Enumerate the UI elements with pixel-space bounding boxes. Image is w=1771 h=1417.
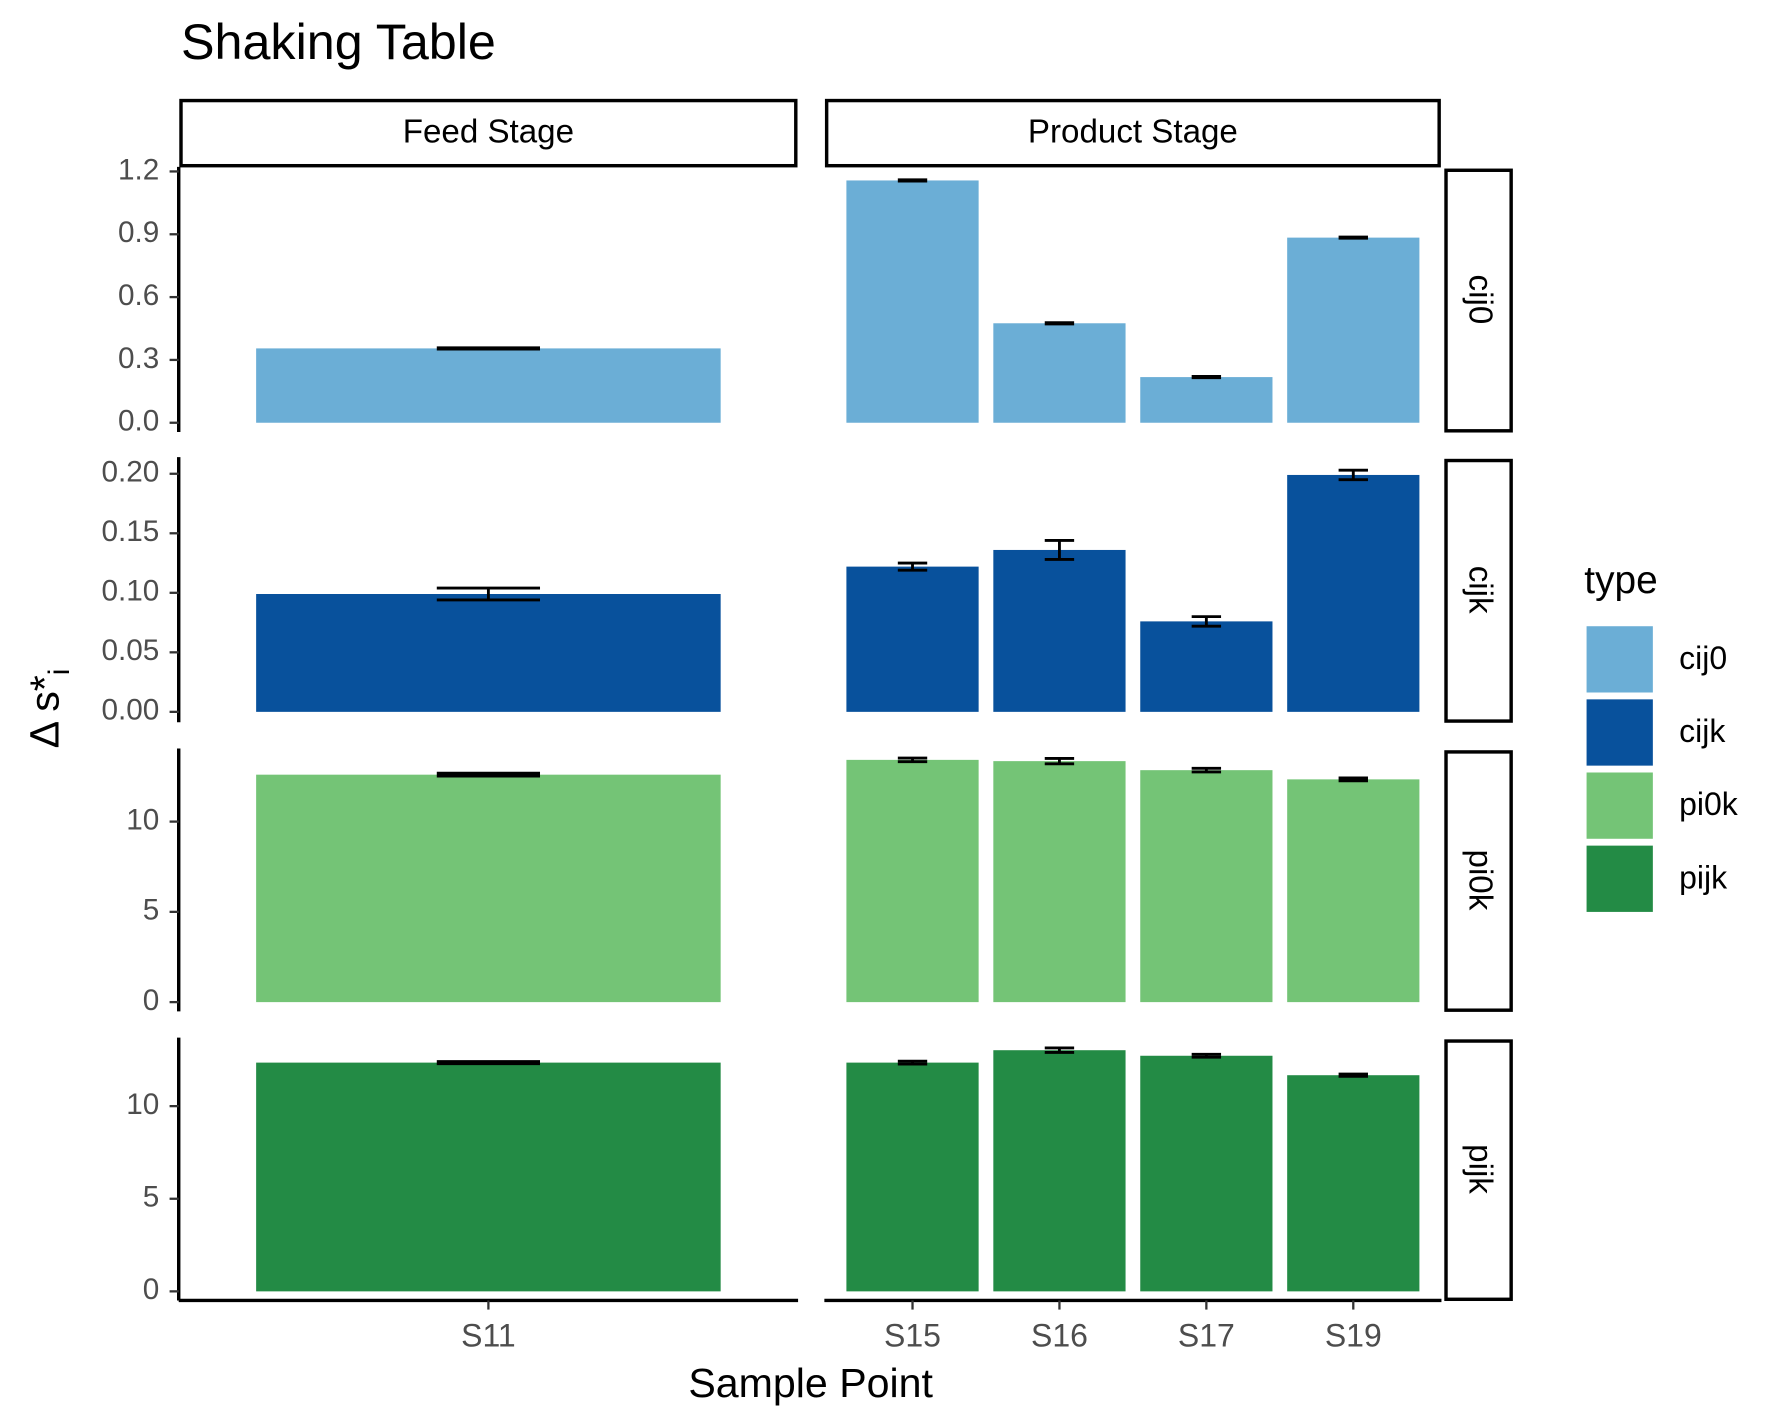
strip-label: Feed Stage	[403, 113, 574, 150]
bar	[256, 594, 721, 712]
x-tick-label: S19	[1325, 1318, 1382, 1354]
y-tick-label: 0.9	[118, 216, 159, 249]
error-bar	[1044, 1046, 1075, 1054]
x-tick-label: S11	[461, 1318, 516, 1354]
error-bar	[1191, 375, 1222, 380]
error-bar	[1044, 756, 1075, 766]
bar	[1140, 621, 1273, 712]
x-tick-label: S17	[1178, 1318, 1235, 1354]
chart-title: Shaking Table	[181, 13, 496, 70]
strip-label: pi0k	[1461, 850, 1498, 911]
error-bar	[1338, 1072, 1368, 1078]
legend-key	[1586, 699, 1653, 766]
y-tick-label: 0.0	[118, 405, 159, 438]
y-axis-title: Δ s*i	[21, 669, 76, 749]
y-tick-label: 0.6	[118, 279, 159, 312]
error-bar	[1191, 1052, 1222, 1059]
bar	[1140, 1055, 1273, 1292]
bar	[1140, 770, 1273, 1003]
error-bar	[1044, 539, 1075, 561]
strip	[1444, 1039, 1513, 1302]
strip-label: pijk	[1461, 1144, 1498, 1194]
legend-key	[1586, 626, 1653, 693]
bar	[1287, 237, 1420, 423]
y-tick-label: 10	[126, 803, 159, 836]
error-bar	[897, 561, 928, 572]
legend-key	[1586, 772, 1653, 839]
bar	[993, 761, 1126, 1003]
error-bar	[1338, 776, 1368, 783]
bar	[993, 323, 1126, 423]
error-bar	[897, 1059, 928, 1066]
bar	[993, 1050, 1126, 1292]
x-tick-label: S15	[884, 1318, 941, 1354]
y-tick-label: 10	[126, 1088, 159, 1121]
y-tick-label: 0.20	[101, 456, 159, 489]
legend-label: cijk	[1679, 713, 1726, 749]
error-bar	[1191, 615, 1222, 628]
bar	[1287, 1075, 1420, 1292]
legend-label: pi0k	[1679, 786, 1739, 822]
y-tick-label: 0	[143, 1273, 160, 1306]
legend-label: cij0	[1679, 640, 1727, 676]
y-tick-label: 0.3	[118, 342, 159, 375]
error-bar	[897, 756, 928, 764]
y-tick-label: 0.15	[101, 515, 159, 548]
strip	[824, 98, 1441, 168]
y-tick-label: 5	[143, 1181, 160, 1214]
bar	[256, 774, 721, 1003]
error-bar	[436, 586, 541, 602]
error-bar	[1338, 235, 1368, 240]
error-bar	[1044, 321, 1075, 326]
y-tick-label: 1.2	[118, 153, 159, 186]
strip	[1444, 458, 1513, 723]
bar	[1287, 779, 1420, 1003]
strip	[1444, 168, 1513, 433]
y-axis-title-subscript: i	[43, 669, 76, 676]
error-bar	[436, 771, 541, 778]
x-tick-label: S16	[1031, 1318, 1088, 1354]
bar	[846, 180, 979, 423]
error-bar	[1338, 468, 1368, 482]
y-tick-label: 5	[143, 894, 160, 927]
bar	[846, 566, 979, 712]
x-axis-title: Sample Point	[688, 1360, 933, 1406]
bar	[1140, 377, 1273, 423]
strip-label: cij0	[1461, 275, 1498, 325]
strip	[1444, 750, 1513, 1012]
error-bar	[1191, 766, 1222, 774]
y-axis-title-main: Δ s*	[21, 675, 67, 748]
bar	[256, 1062, 721, 1292]
bar	[1287, 474, 1420, 712]
y-tick-label: 0.05	[101, 634, 159, 667]
legend-key	[1586, 845, 1653, 912]
legend-title: type	[1584, 559, 1657, 602]
legend-label: pijk	[1679, 859, 1728, 895]
y-tick-label: 0.10	[101, 575, 159, 608]
bar	[846, 759, 979, 1003]
strip	[179, 98, 798, 168]
error-bar	[897, 178, 928, 183]
strip-label: cijk	[1461, 566, 1498, 614]
bar	[256, 348, 721, 423]
bar	[846, 1062, 979, 1292]
error-bar	[436, 346, 541, 351]
y-tick-label: 0	[143, 984, 160, 1017]
bar	[993, 549, 1126, 712]
error-bar	[436, 1060, 541, 1066]
y-tick-label: 0.00	[101, 694, 159, 727]
strip-label: Product Stage	[1028, 113, 1238, 150]
